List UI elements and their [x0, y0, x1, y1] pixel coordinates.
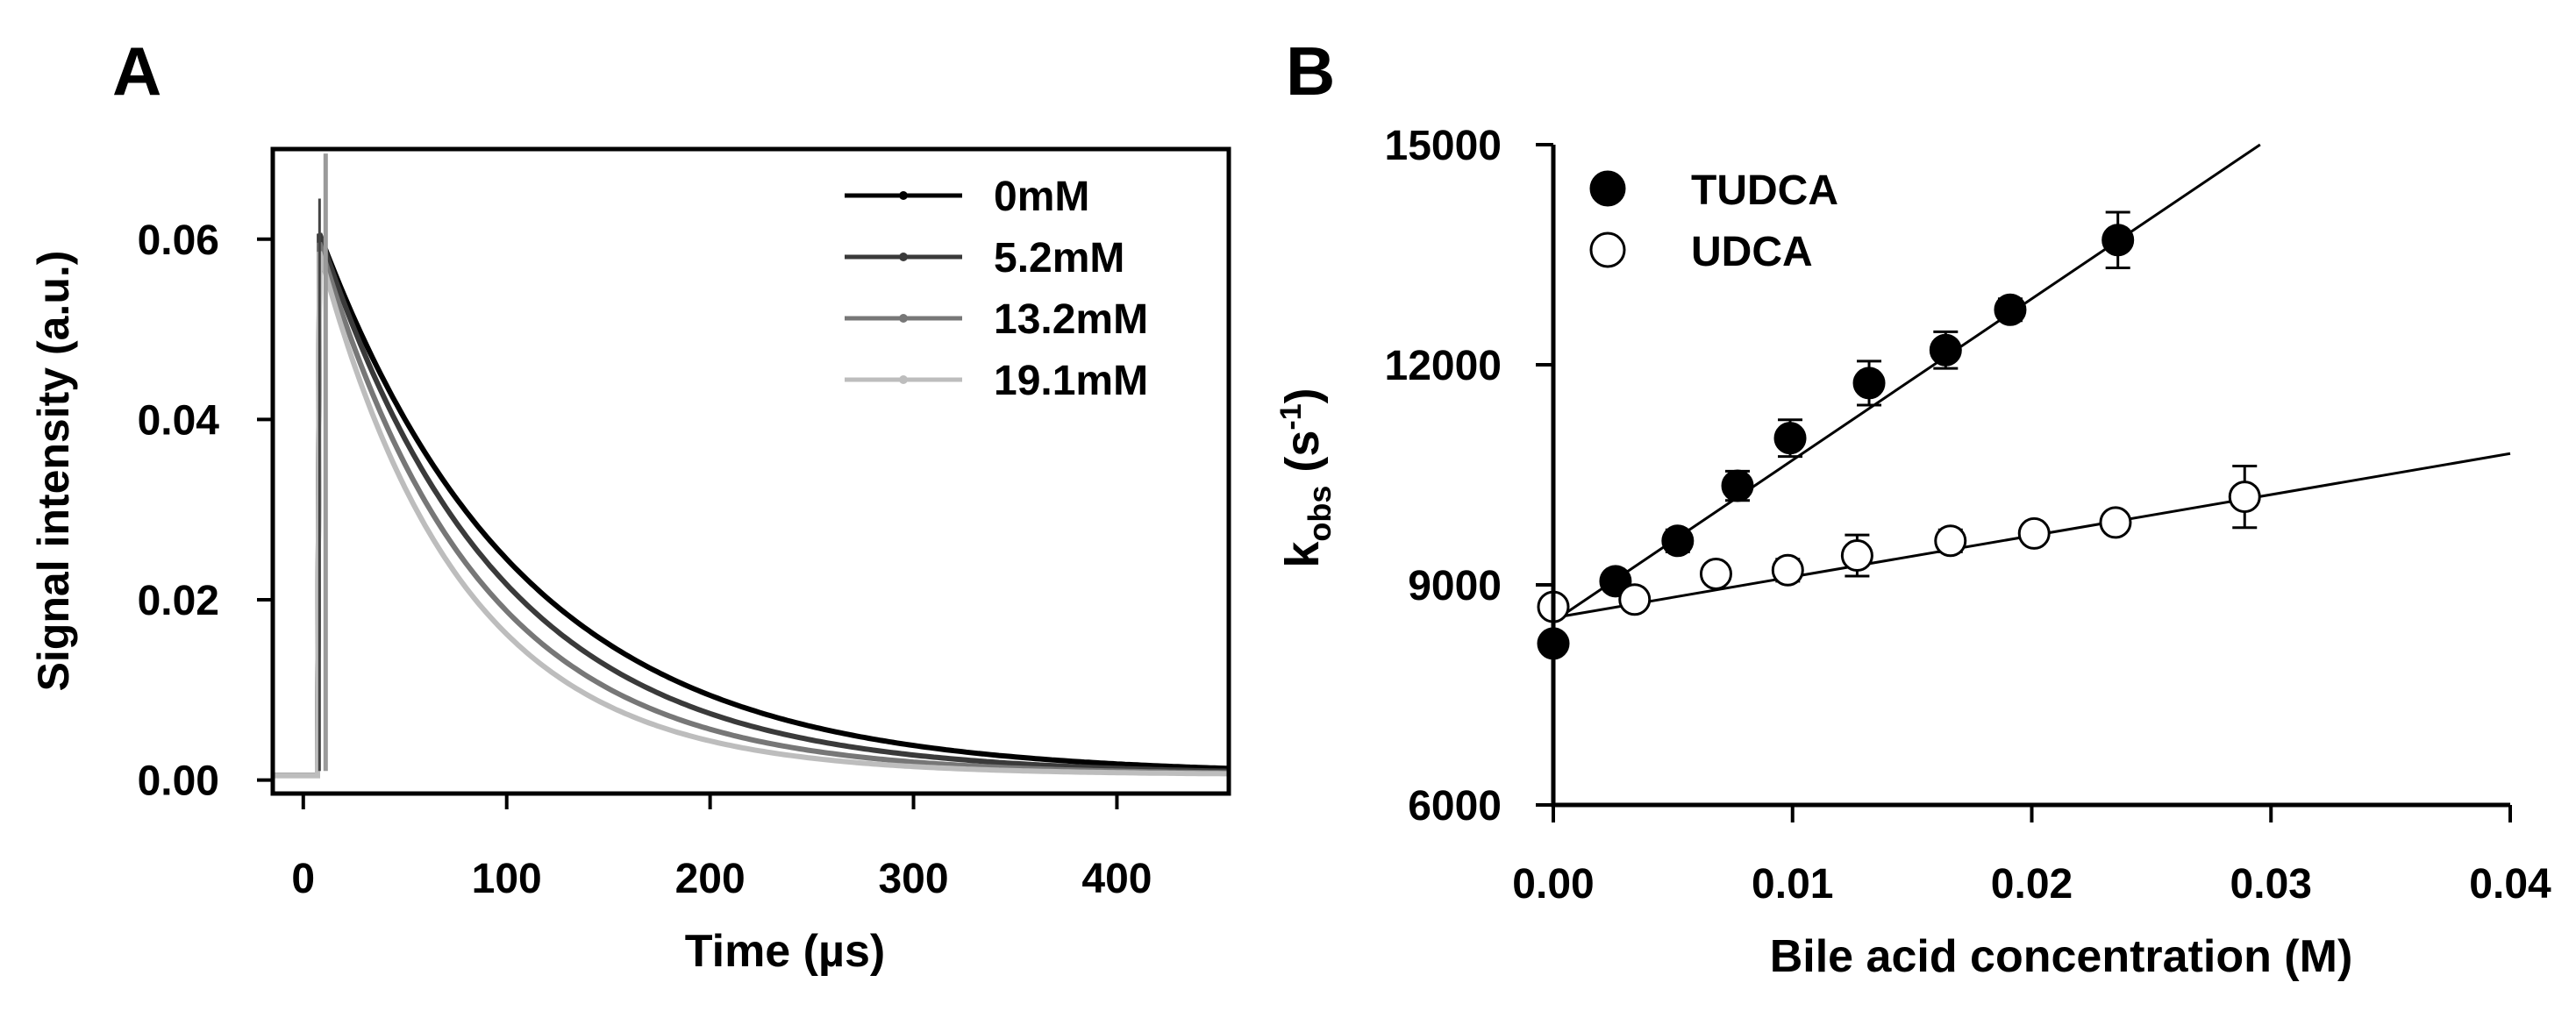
udca-point: [1934, 524, 1967, 558]
ylabel-tail: (s: [1276, 431, 1329, 486]
panel-b-points: [1537, 210, 2261, 660]
panel-a-plot-frame: [270, 146, 1231, 796]
legend-marker-0: [899, 191, 908, 200]
udca-point: [1771, 553, 1804, 587]
legend-marker-2: [899, 314, 908, 323]
legend-marker-0: [1589, 170, 1626, 207]
legend-label-0: TUDCA: [1691, 167, 1838, 214]
ylabel-sup: -1: [1274, 403, 1308, 430]
ylabel-end: ): [1276, 388, 1329, 403]
legend-marker-1: [899, 253, 908, 261]
y-tick-label: 9000: [1408, 563, 1502, 609]
udca-point: [2099, 506, 2132, 539]
legend-label-1: UDCA: [1691, 229, 1813, 275]
tudca-point: [1661, 524, 1695, 558]
y-tick-label: 12000: [1385, 343, 1502, 389]
legend-label-2: 13.2mM: [994, 296, 1148, 343]
udca-point: [1618, 583, 1652, 616]
panel-a: A 0 100 200 300 400 0.00 0.02 0.04 0.06 0mM 5.2mM…: [29, 32, 1231, 977]
y-tick-label: 0.04: [138, 397, 220, 444]
tudca-point: [1721, 469, 1754, 502]
x-tick-label: 400: [1081, 856, 1152, 902]
panel-b: B 0.00 0.01 0.02 0.03 0.04 6000 9000 12000 15000…: [1274, 32, 2551, 982]
panel-b-y-axis-label: kobs (s-1): [1274, 388, 1338, 567]
decay-curve-3: [273, 251, 1227, 779]
panel-a-x-axis-label: Time (µs): [685, 926, 885, 977]
panel-b-fit-lines: [1552, 143, 2511, 623]
udca-point: [2017, 516, 2051, 550]
decay-curve-0: [273, 232, 1227, 779]
x-tick-label: 0: [291, 856, 315, 902]
x-tick-label: 0.03: [2230, 861, 2312, 908]
legend-label-3: 19.1mM: [994, 358, 1148, 404]
y-tick-label: 0.02: [138, 578, 219, 624]
x-tick-label: 100: [472, 856, 542, 902]
legend-marker-1: [1589, 231, 1626, 268]
y-tick-label: 6000: [1408, 783, 1502, 829]
panel-b-legend: TUDCA UDCA: [1589, 167, 1838, 275]
fit-line-0: [1552, 143, 2261, 623]
x-tick-label: 0.02: [1991, 861, 2073, 908]
x-tick-label: 0.00: [1512, 861, 1594, 908]
panel-a-series-group: [273, 153, 1227, 779]
udca-point: [1699, 557, 1732, 590]
panel-b-label: B: [1286, 32, 1335, 110]
y-tick-label: 15000: [1385, 123, 1502, 169]
panel-b-x-axis-label: Bile acid concentration (M): [1770, 931, 2353, 982]
panel-b-ticks: 0.00 0.01 0.02 0.03 0.04 6000 9000 12000 15000: [1385, 123, 2552, 908]
x-tick-label: 200: [675, 856, 746, 902]
decay-curve-1: [273, 232, 1227, 779]
panel-a-y-axis-label: Signal intensity (a.u.): [29, 251, 78, 692]
tudca-point: [1929, 333, 1962, 367]
panel-a-ticks: 0 100 200 300 400 0.00 0.02 0.04 0.06: [138, 217, 1152, 902]
legend-label-1: 5.2mM: [994, 235, 1124, 281]
tudca-point: [1994, 293, 2027, 326]
tudca-point: [1773, 422, 1807, 455]
udca-point: [2228, 481, 2261, 514]
legend-label-0: 0mM: [994, 174, 1089, 220]
udca-point: [1840, 539, 1873, 573]
y-tick-label: 0.06: [138, 217, 219, 264]
x-tick-label: 300: [878, 856, 948, 902]
panel-a-legend: 0mM 5.2mM 13.2mM 19.1mM: [845, 174, 1148, 404]
x-tick-label: 0.01: [1752, 861, 1833, 908]
x-tick-label: 0.04: [2469, 861, 2551, 908]
tudca-point: [2101, 224, 2135, 257]
ylabel-k: k: [1276, 541, 1329, 568]
tudca-point: [1852, 367, 1886, 400]
ylabel-sub: obs: [1302, 486, 1338, 542]
legend-marker-3: [899, 375, 908, 384]
panel-a-label: A: [112, 32, 161, 110]
y-tick-label: 0.00: [138, 758, 219, 805]
